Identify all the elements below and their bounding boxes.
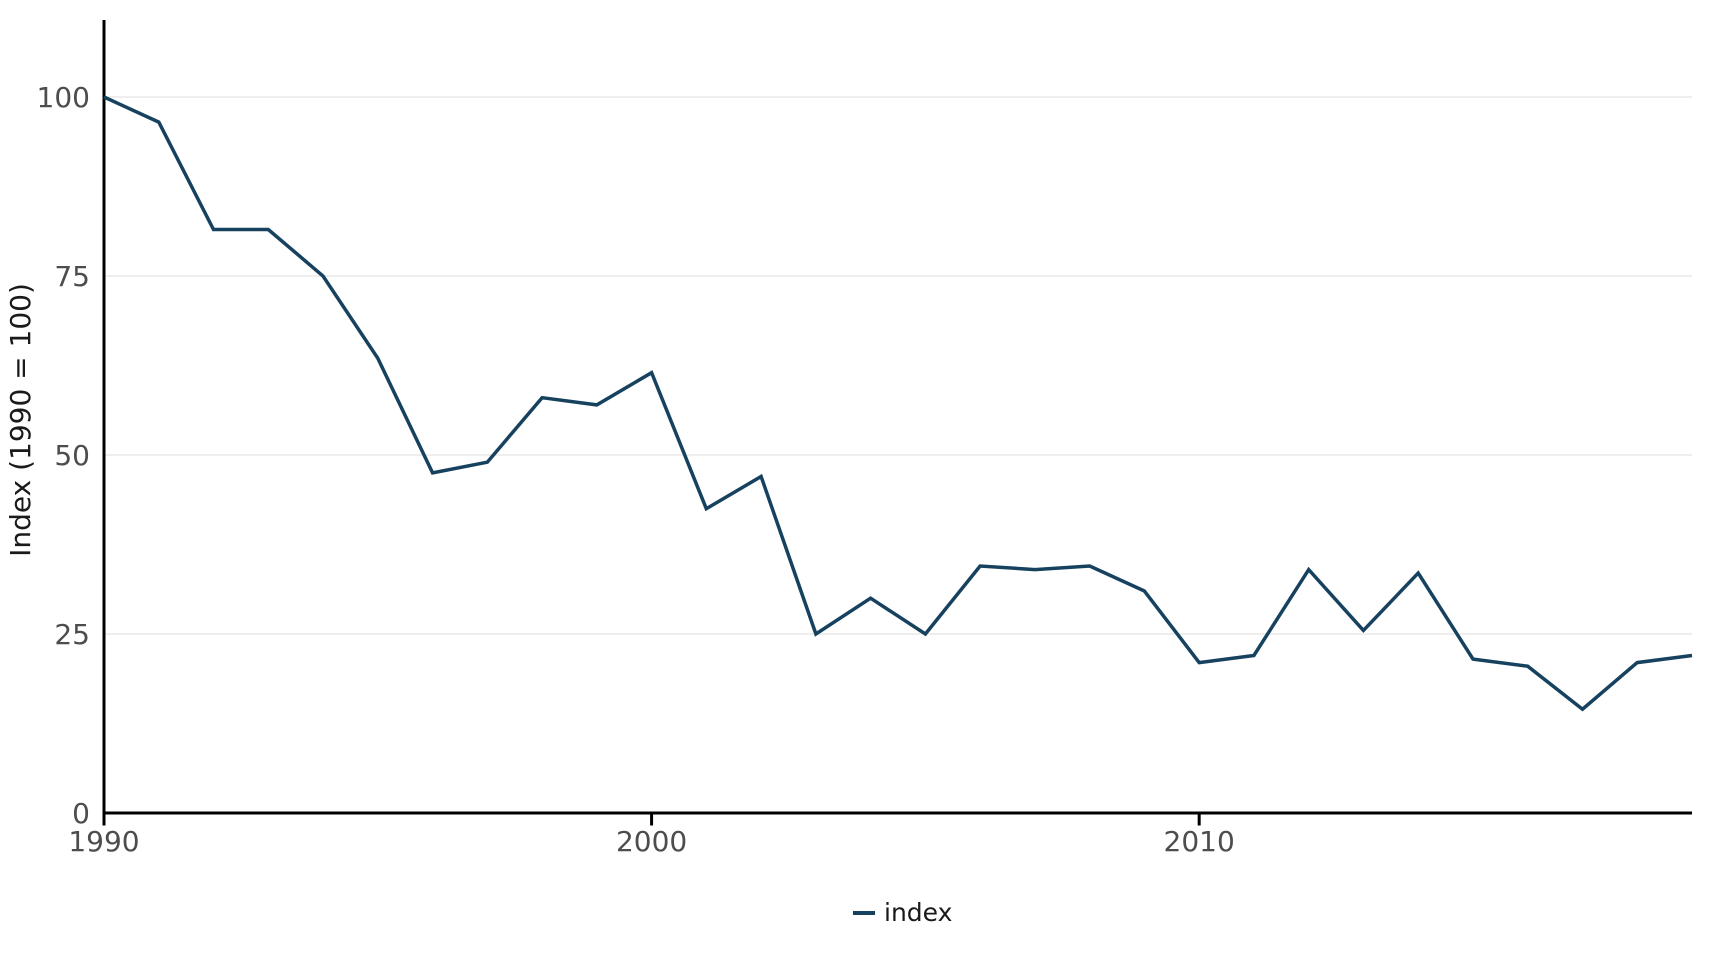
y-tick-label: 100: [37, 81, 90, 114]
y-tick-label: 50: [54, 439, 90, 472]
data-series: [103, 95, 1693, 712]
tick-labels: 1990 2000 2010 0 25 50 75 100: [37, 81, 1235, 858]
y-tick-label: 25: [54, 618, 90, 651]
legend-line-swatch: [853, 911, 875, 915]
legend: index: [853, 899, 952, 927]
axis-ticks: [102, 814, 1201, 826]
index-line: [103, 95, 1693, 712]
y-tick-label: 75: [54, 260, 90, 293]
y-tick-label: 0: [72, 797, 90, 830]
y-axis-title: Index (1990 = 100): [4, 283, 37, 557]
axes: [102, 20, 1692, 815]
x-tick-label: 2010: [1164, 825, 1235, 858]
gridlines: [104, 96, 1692, 635]
x-tick-label: 2000: [616, 825, 687, 858]
legend-label: index: [884, 898, 953, 927]
x-tick-label: 1990: [68, 825, 139, 858]
